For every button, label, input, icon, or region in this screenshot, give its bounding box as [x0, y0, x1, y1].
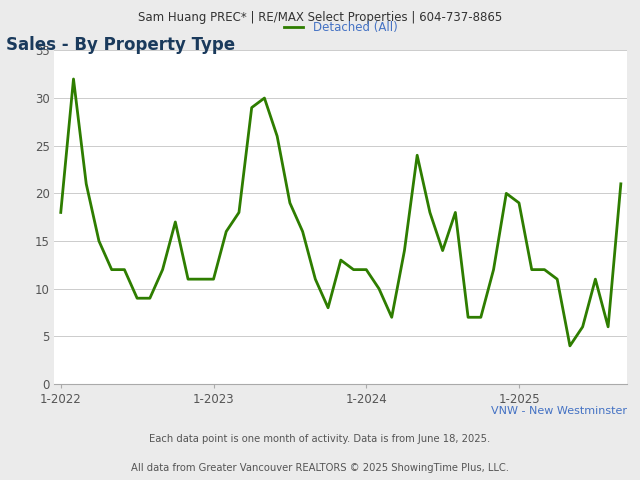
- Text: VNW - New Westminster: VNW - New Westminster: [492, 406, 627, 416]
- Text: Sales - By Property Type: Sales - By Property Type: [6, 36, 236, 54]
- Text: All data from Greater Vancouver REALTORS © 2025 ShowingTime Plus, LLC.: All data from Greater Vancouver REALTORS…: [131, 463, 509, 473]
- Text: Sam Huang PREC* | RE/MAX Select Properties | 604-737-8865: Sam Huang PREC* | RE/MAX Select Properti…: [138, 11, 502, 24]
- Legend: Detached (All): Detached (All): [280, 16, 402, 39]
- Text: Each data point is one month of activity. Data is from June 18, 2025.: Each data point is one month of activity…: [149, 434, 491, 444]
